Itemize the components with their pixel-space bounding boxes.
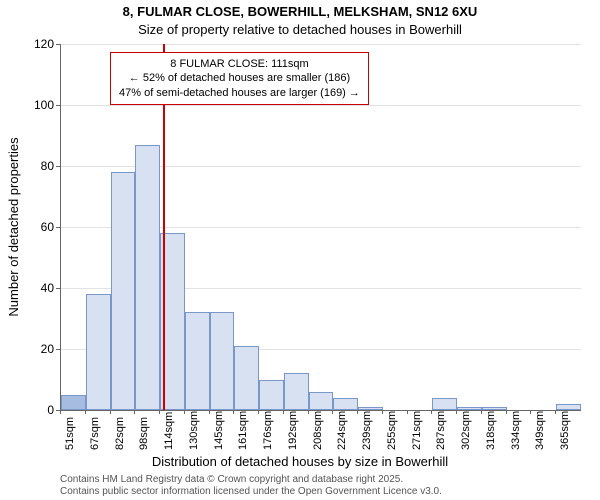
x-tick-mark: [283, 410, 284, 414]
annotation-line: 8 FULMAR CLOSE: 111sqm: [119, 57, 360, 71]
x-tick-label: 287sqm: [435, 411, 447, 450]
y-tick-mark: [56, 166, 60, 167]
x-axis-label: Distribution of detached houses by size …: [0, 454, 600, 469]
x-tick-label: 302sqm: [460, 411, 472, 450]
x-tick-label: 176sqm: [262, 411, 274, 450]
x-tick-label: 349sqm: [534, 411, 546, 450]
gridline: [61, 105, 581, 106]
x-tick-mark: [233, 410, 234, 414]
histogram-bar: [333, 398, 358, 410]
x-tick-label: 208sqm: [312, 411, 324, 450]
x-tick-mark: [85, 410, 86, 414]
x-tick-label: 98sqm: [138, 417, 150, 450]
x-tick-mark: [60, 410, 61, 414]
x-tick-label: 114sqm: [163, 412, 175, 450]
x-tick-label: 67sqm: [89, 417, 101, 450]
x-tick-mark: [308, 410, 309, 414]
x-tick-mark: [481, 410, 482, 414]
x-tick-mark: [332, 410, 333, 414]
y-tick-label: 60: [14, 220, 54, 234]
x-tick-mark: [407, 410, 408, 414]
y-tick-mark: [56, 105, 60, 106]
title-sub: Size of property relative to detached ho…: [0, 22, 600, 37]
y-tick-label: 80: [14, 159, 54, 173]
y-tick-mark: [56, 44, 60, 45]
x-tick-mark: [555, 410, 556, 414]
x-tick-mark: [382, 410, 383, 414]
y-tick-label: 100: [14, 98, 54, 112]
x-tick-label: 82sqm: [114, 417, 126, 450]
y-tick-label: 120: [14, 37, 54, 51]
title-main: 8, FULMAR CLOSE, BOWERHILL, MELKSHAM, SN…: [0, 4, 600, 19]
histogram-bar: [135, 145, 160, 410]
x-tick-label: 365sqm: [559, 411, 571, 450]
x-tick-label: 318sqm: [485, 411, 497, 450]
y-tick-label: 40: [14, 281, 54, 295]
histogram-bar: [432, 398, 457, 410]
x-tick-label: 161sqm: [237, 411, 249, 450]
histogram-bar: [185, 312, 210, 410]
annotation-line: ← 52% of detached houses are smaller (18…: [119, 71, 360, 85]
histogram-bar: [234, 346, 259, 410]
x-tick-mark: [110, 410, 111, 414]
x-tick-mark: [431, 410, 432, 414]
x-tick-mark: [506, 410, 507, 414]
x-tick-mark: [184, 410, 185, 414]
histogram-bar: [111, 172, 136, 410]
histogram-bar: [482, 407, 507, 410]
y-tick-mark: [56, 227, 60, 228]
footer-copyright-1: Contains HM Land Registry data © Crown c…: [60, 474, 403, 485]
annotation-line: 47% of semi-detached houses are larger (…: [119, 86, 360, 100]
y-tick-mark: [56, 288, 60, 289]
y-tick-label: 20: [14, 342, 54, 356]
x-tick-label: 255sqm: [386, 411, 398, 450]
x-tick-mark: [134, 410, 135, 414]
x-tick-label: 239sqm: [361, 411, 373, 450]
y-tick-label: 0: [14, 403, 54, 417]
histogram-bar: [457, 407, 482, 410]
x-tick-label: 145sqm: [213, 411, 225, 450]
histogram-bar: [556, 404, 581, 410]
x-tick-mark: [357, 410, 358, 414]
x-tick-mark: [258, 410, 259, 414]
footer-copyright-2: Contains public sector information licen…: [60, 486, 442, 497]
y-tick-mark: [56, 349, 60, 350]
x-tick-label: 334sqm: [510, 411, 522, 450]
x-tick-mark: [209, 410, 210, 414]
x-tick-mark: [456, 410, 457, 414]
x-tick-label: 192sqm: [287, 411, 299, 450]
gridline: [61, 44, 581, 45]
histogram-bar: [259, 380, 284, 411]
x-tick-label: 130sqm: [188, 411, 200, 450]
x-tick-label: 224sqm: [336, 411, 348, 450]
x-tick-label: 51sqm: [64, 417, 76, 450]
histogram-bar: [309, 392, 334, 410]
annotation-box: 8 FULMAR CLOSE: 111sqm← 52% of detached …: [110, 52, 369, 105]
histogram-bar: [284, 373, 309, 410]
histogram-bar: [61, 395, 86, 410]
histogram-bar: [86, 294, 111, 410]
x-tick-mark: [159, 410, 160, 414]
histogram-bar: [358, 407, 383, 410]
x-tick-mark: [530, 410, 531, 414]
x-tick-label: 271sqm: [411, 411, 423, 450]
histogram-bar: [210, 312, 235, 410]
